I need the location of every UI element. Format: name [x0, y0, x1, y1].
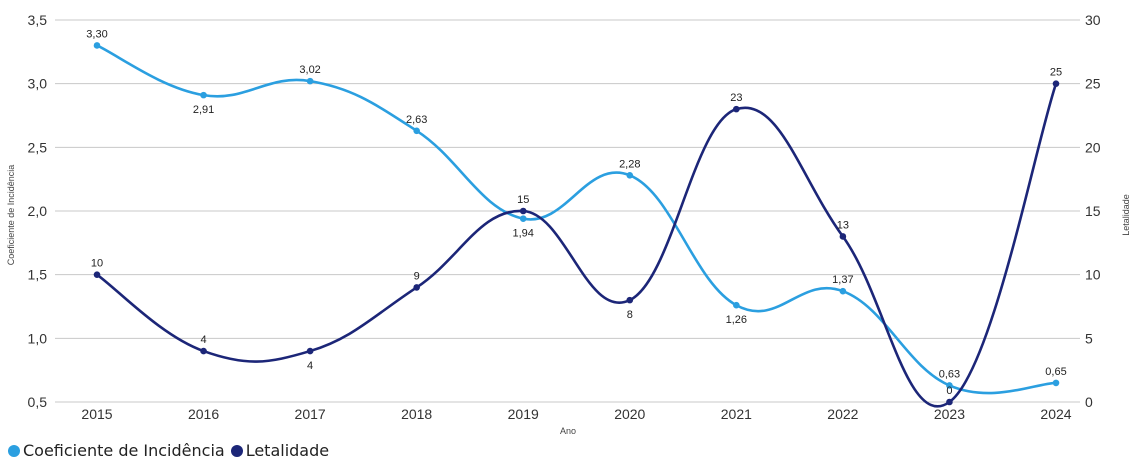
gridlines [55, 19, 1080, 403]
point-incidencia [200, 91, 207, 99]
point-incidencia [733, 301, 740, 309]
point-letalidade [839, 233, 847, 240]
legend-item-letalidade: Letalidade [230, 441, 330, 460]
legend: Coeficiente de Incidência Letalidade [8, 441, 335, 460]
data-label-incidencia: 3,30 [86, 28, 107, 40]
x-tick-label: 2015 [81, 406, 112, 422]
data-label-incidencia: 1,26 [726, 314, 747, 326]
data-label-letalidade: 4 [307, 360, 313, 372]
y-left-tick-label: 2,5 [28, 139, 48, 155]
data-label-letalidade: 13 [837, 219, 849, 231]
data-label-letalidade: 0 [946, 385, 952, 397]
point-incidencia [306, 77, 314, 85]
y-left-tick-label: 1,5 [28, 267, 48, 283]
y-left-tick-label: 3,0 [28, 76, 48, 92]
x-tick-label: 2017 [295, 406, 326, 422]
data-label-incidencia: 3,02 [299, 64, 320, 76]
data-label-incidencia: 2,28 [619, 158, 640, 170]
legend-label-incidencia: Coeficiente de Incidência [23, 441, 225, 460]
x-tick-label: 2024 [1040, 406, 1071, 422]
legend-label-letalidade: Letalidade [245, 441, 330, 460]
legend-item-incidencia: Coeficiente de Incidência [8, 441, 225, 460]
point-incidencia [1052, 379, 1060, 387]
point-incidencia [626, 172, 634, 179]
y-right-tick-label: 20 [1085, 139, 1101, 155]
point-letalidade [519, 207, 527, 215]
data-label-incidencia: 2,63 [406, 114, 427, 126]
point-incidencia [946, 382, 953, 389]
legend-marker-incidencia [8, 444, 20, 457]
point-letalidade [946, 398, 953, 406]
data-labels: 3,30 2,91 3,02 2,63 1,94 2,28 1,26 1,37 0,63 0,65… [86, 28, 1066, 397]
line-incidencia [96, 44, 1057, 395]
y-right-tick-label: 15 [1085, 203, 1101, 219]
x-axis-label: Ano [560, 426, 576, 436]
x-tick-label: 2022 [827, 406, 858, 422]
point-incidencia [93, 42, 101, 49]
point-letalidade [93, 271, 101, 278]
y-left-tick-label: 3,5 [28, 12, 48, 28]
data-label-incidencia: 2,91 [193, 104, 214, 116]
point-letalidade [200, 347, 207, 355]
data-label-incidencia: 0,63 [939, 368, 960, 380]
point-incidencia [839, 287, 847, 295]
data-label-letalidade: 25 [1050, 67, 1062, 79]
left-axis-label: Coeficiente de Incidência [6, 165, 16, 266]
y-left-tick-label: 1,0 [28, 330, 48, 346]
data-label-letalidade: 8 [627, 309, 633, 321]
data-label-letalidade: 15 [517, 194, 529, 206]
y-right-tick-label: 10 [1085, 267, 1101, 283]
x-tick-label: 2021 [721, 406, 752, 422]
point-incidencia [413, 127, 420, 135]
y-right-tick-label: 25 [1085, 76, 1101, 92]
point-letalidade [306, 347, 314, 355]
point-letalidade [1052, 80, 1060, 87]
data-label-letalidade: 9 [414, 270, 420, 282]
chart-svg: 0,5 1,0 1,5 2,0 2,5 3,0 3,5 0 5 10 15 20 25 30 2015 201… [6, 12, 1131, 436]
data-label-incidencia: 0,65 [1045, 366, 1066, 378]
x-tick-label: 2019 [508, 406, 539, 422]
x-tick-label: 2023 [934, 406, 965, 422]
y-right-tick-label: 0 [1085, 394, 1093, 410]
data-label-letalidade: 10 [91, 258, 103, 270]
point-letalidade [413, 284, 420, 291]
point-letalidade [626, 296, 634, 304]
legend-marker-letalidade [230, 444, 243, 457]
data-label-letalidade: 4 [200, 334, 206, 346]
right-axis-label: Letalidade [1121, 194, 1131, 236]
point-incidencia [519, 215, 527, 222]
data-label-letalidade: 23 [730, 92, 742, 104]
x-tick-label: 2018 [401, 406, 432, 422]
series-lines [93, 42, 1060, 408]
data-label-incidencia: 1,37 [832, 274, 853, 286]
point-letalidade [733, 105, 740, 113]
axes: 0,5 1,0 1,5 2,0 2,5 3,0 3,5 0 5 10 15 20 25 30 2015 201… [28, 12, 1101, 422]
x-tick-label: 2020 [614, 406, 645, 422]
y-right-tick-label: 30 [1085, 12, 1101, 28]
y-left-tick-label: 2,0 [28, 203, 48, 219]
x-tick-label: 2016 [188, 406, 219, 422]
y-right-tick-label: 5 [1085, 330, 1093, 346]
y-left-tick-label: 0,5 [28, 394, 48, 410]
data-label-incidencia: 1,94 [513, 228, 534, 240]
